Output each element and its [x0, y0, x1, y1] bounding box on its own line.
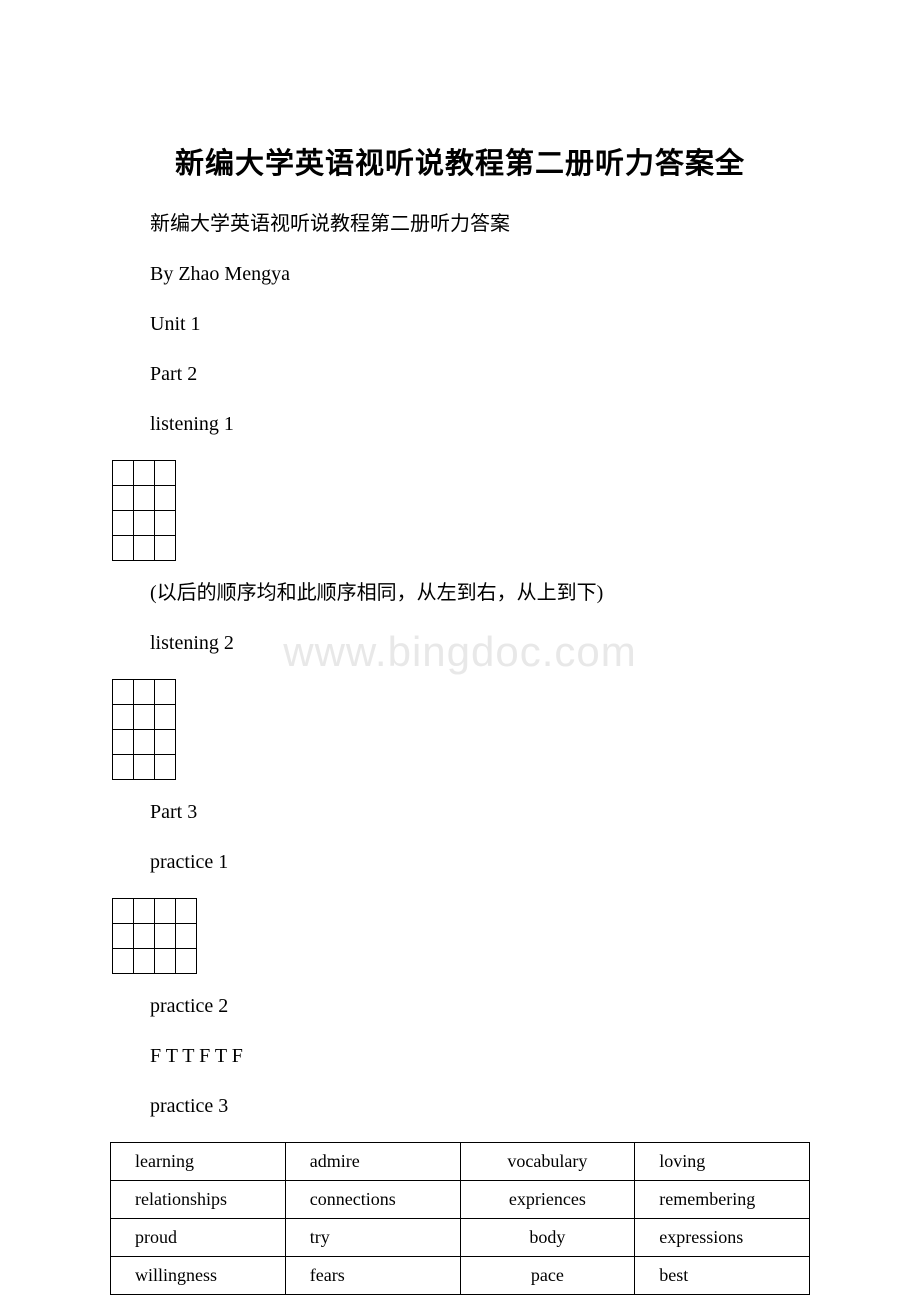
document-content: 新编大学英语视听说教程第二册听力答案全 新编大学英语视听说教程第二册听力答案 B… [110, 140, 810, 1295]
answer-fttftf-line: F T T F T F [150, 1042, 810, 1070]
table-cell: try [285, 1219, 460, 1257]
table-cell: expriences [460, 1181, 635, 1219]
table-cell: vocabulary [460, 1143, 635, 1181]
practice2-line: practice 2 [150, 992, 810, 1020]
table-row [113, 536, 176, 561]
table-cell: loving [635, 1143, 810, 1181]
grid-table-3 [112, 898, 197, 974]
table-cell: learning [111, 1143, 286, 1181]
table-cell: fears [285, 1257, 460, 1295]
document-title: 新编大学英语视听说教程第二册听力答案全 [110, 140, 810, 182]
table-row [113, 486, 176, 511]
table-row: relationships connections expriences rem… [111, 1181, 810, 1219]
order-note-line: (以后的顺序均和此顺序相同，从左到右，从上到下) [150, 579, 810, 607]
grid-table-1 [112, 460, 176, 561]
table-cell: pace [460, 1257, 635, 1295]
table-row [113, 755, 176, 780]
table-cell: body [460, 1219, 635, 1257]
listening1-line: listening 1 [150, 410, 810, 438]
practice3-line: practice 3 [150, 1092, 810, 1120]
table-cell: remembering [635, 1181, 810, 1219]
table-row [113, 461, 176, 486]
practice1-line: practice 1 [150, 848, 810, 876]
table-cell: expressions [635, 1219, 810, 1257]
word-table: learning admire vocabulary loving relati… [110, 1142, 810, 1295]
table-row [113, 949, 197, 974]
part3-line: Part 3 [150, 798, 810, 826]
table-row: proud try body expressions [111, 1219, 810, 1257]
table-row: willingness fears pace best [111, 1257, 810, 1295]
table-row: learning admire vocabulary loving [111, 1143, 810, 1181]
table-cell: connections [285, 1181, 460, 1219]
subtitle-line: 新编大学英语视听说教程第二册听力答案 [110, 210, 810, 238]
table-row [113, 705, 176, 730]
author-line: By Zhao Mengya [150, 260, 810, 288]
table-row [113, 899, 197, 924]
listening2-line: listening 2 [150, 629, 810, 657]
grid-table-2 [112, 679, 176, 780]
table-row [113, 511, 176, 536]
table-cell: proud [111, 1219, 286, 1257]
unit-line: Unit 1 [150, 310, 810, 338]
table-cell: willingness [111, 1257, 286, 1295]
table-row [113, 924, 197, 949]
table-cell: admire [285, 1143, 460, 1181]
table-cell: best [635, 1257, 810, 1295]
table-row [113, 680, 176, 705]
table-row [113, 730, 176, 755]
table-cell: relationships [111, 1181, 286, 1219]
part2-line: Part 2 [150, 360, 810, 388]
